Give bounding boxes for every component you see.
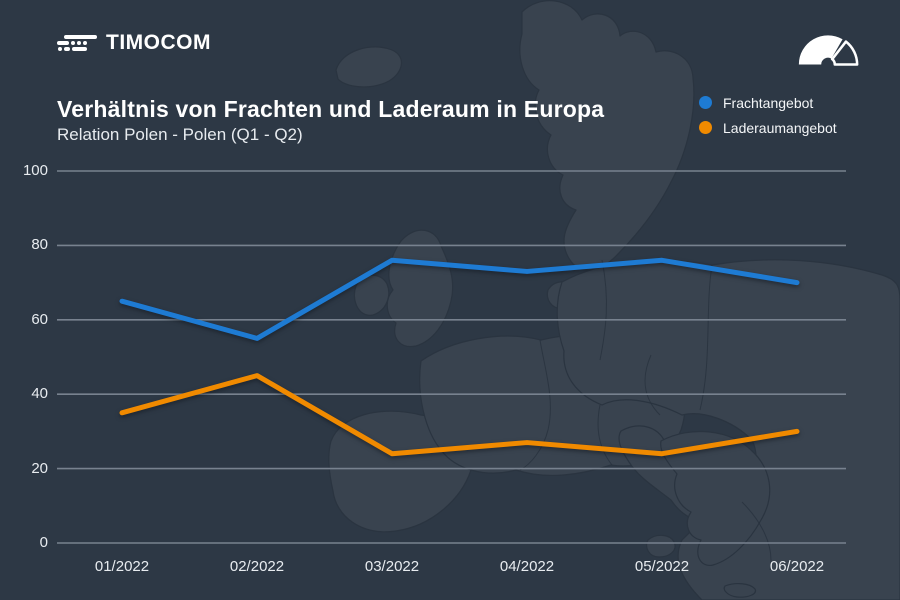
y-tick-label: 60 — [31, 310, 48, 328]
x-tick-label: 05/2022 — [634, 558, 690, 575]
map-central-europe — [419, 334, 686, 477]
x-tick-label: 04/2022 — [499, 558, 555, 575]
map-iceland — [335, 46, 402, 88]
map-scandinavia — [519, 0, 695, 271]
y-tick-label: 100 — [22, 162, 48, 179]
page-title: Verhältnis von Frachten und Laderaum in … — [57, 96, 605, 122]
map-eastern-europe — [556, 259, 900, 600]
legend-item-frachtangebot: Frachtangebot — [699, 94, 837, 111]
legend-dot — [699, 96, 712, 109]
map-ireland — [353, 274, 390, 316]
y-tick-label: 0 — [39, 534, 48, 551]
timocom-logo: TIMOCOM — [57, 31, 211, 55]
y-tick-label: 20 — [31, 459, 48, 477]
legend-label: Laderaumangebot — [723, 119, 837, 136]
map-country-borders — [519, 259, 772, 571]
series-line-laderaumangebot — [119, 373, 800, 457]
map-great-britain — [386, 229, 454, 348]
x-tick-label: 03/2022 — [364, 558, 420, 575]
y-tick-label: 80 — [31, 236, 48, 254]
legend-label: Frachtangebot — [723, 94, 814, 111]
legend-dot — [699, 121, 712, 134]
x-tick-label: 02/2022 — [229, 558, 285, 575]
map-denmark — [546, 281, 577, 309]
y-tick-label: 40 — [31, 385, 48, 403]
map-balkans — [660, 430, 771, 566]
map-sicily — [646, 534, 676, 558]
x-tick-label: 01/2022 — [94, 558, 150, 575]
map-iberia — [328, 410, 475, 533]
x-tick-label: 06/2022 — [769, 558, 825, 575]
chart-legend: Frachtangebot Laderaumangebot — [699, 94, 837, 136]
map-crete — [723, 583, 757, 598]
series-line-frachtangebot — [119, 257, 800, 341]
map-italy — [618, 425, 717, 522]
barometer-gauge-icon — [798, 35, 859, 66]
brand-name: TIMOCOM — [106, 31, 211, 54]
legend-item-laderaumangebot: Laderaumangebot — [699, 119, 837, 136]
speed-lines-truck-icon — [57, 35, 97, 51]
page-subtitle: Relation Polen - Polen (Q1 - Q2) — [57, 125, 303, 144]
